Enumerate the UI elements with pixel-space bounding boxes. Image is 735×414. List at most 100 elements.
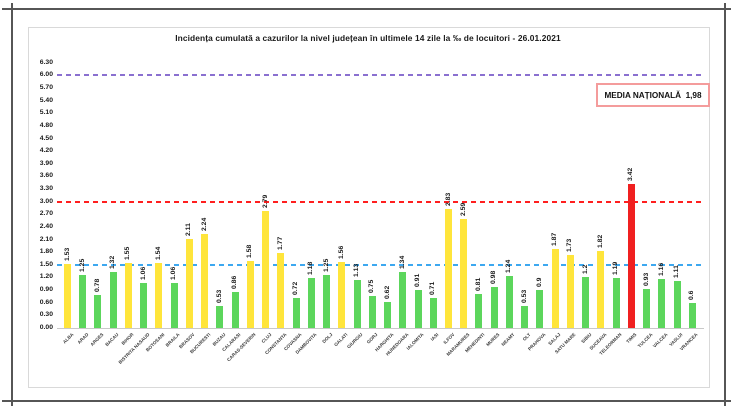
bar-value-label: 2.79 [261,194,269,208]
y-axis-tick-label: 1.20 [39,273,53,281]
bar-covasna [292,298,300,328]
bar-vrancea [688,303,696,328]
bar-botosani [155,263,163,328]
bar-olt [521,306,529,328]
page-border-top [2,8,731,10]
y-axis-tick-label: 2.40 [39,222,53,230]
bar-value-label: 1.18 [307,261,315,275]
y-axis-tick-label: 3.60 [39,172,53,180]
bar-value-label: 0.62 [383,285,391,299]
reference-line-threshold-6-00 [57,74,704,77]
bar-bacau [109,272,117,328]
bar-hunedoara [399,272,407,328]
bar-arges [94,295,102,328]
bar-value-label: 1.54 [154,246,162,260]
y-axis-tick-label: 4.80 [39,121,53,129]
bar-value-label: 0.53 [520,289,528,303]
bar-mehedinti [475,294,483,328]
y-axis-tick-label: 4.20 [39,147,53,155]
bar-value-label: 1.32 [109,255,117,269]
y-axis-tick-label: 0.30 [39,311,53,319]
bar-mures [490,287,498,328]
y-axis-tick-label: 3.90 [39,159,53,167]
bar-value-label: 1.25 [78,258,86,272]
bar-satu-mare [566,255,574,328]
bar-calarasi [231,292,239,328]
bar-caras-severin [246,261,254,328]
bar-value-label: 1.06 [170,266,178,280]
bar-buzau [216,306,224,328]
bar-value-label: 1.73 [566,238,574,252]
bar-value-label: 2.11 [185,223,193,236]
y-axis-tick-label: 1.80 [39,248,53,256]
bar-value-label: 0.98 [490,270,498,284]
bar-suceava [597,251,605,328]
bar-vaslui [673,281,681,328]
bar-value-label: 2.59 [459,202,467,216]
bar-bucuresti [201,234,209,328]
bar-value-label: 1.34 [398,255,406,269]
bar-bihor [124,263,132,328]
page-border-left [11,3,13,406]
bar-cluj [262,211,270,328]
y-axis-tick-label: 6.00 [39,71,53,79]
bar-value-label: 0.75 [368,279,376,293]
bar-ilfov [445,209,452,328]
bar-value-label: 1.24 [505,259,513,273]
bar-arad [79,275,87,328]
y-axis-tick-label: 6.30 [39,58,53,66]
bar-galati [338,262,346,328]
page-border-bottom [2,400,731,402]
bar-gorj [368,296,376,328]
bar-value-label: 1.13 [353,263,361,277]
y-axis-tick-label: 3.30 [39,185,53,193]
bar-value-label: 0.53 [215,289,223,303]
bar-brasov [185,239,193,328]
y-axis-tick-label: 0.90 [39,286,53,294]
y-axis-tick-label: 5.10 [39,109,53,117]
bar-value-label: 1.55 [124,246,132,260]
bar-valcea [658,279,666,328]
bar-value-label: 1.19 [612,261,620,275]
bar-prahova [536,290,544,328]
national-average-label: MEDIA NAȚIONALĂ 1,98 [604,90,702,100]
bar-value-label: 0.81 [474,277,482,291]
national-average-box: MEDIA NAȚIONALĂ 1,98 [596,83,710,107]
bar-value-label: 0.72 [292,281,300,295]
bar-salaj [551,249,559,328]
bar-value-label: 0.9 [535,277,543,287]
bar-value-label: 2.83 [444,192,452,206]
bar-iasi [429,298,437,328]
bar-constanta [277,253,285,328]
bar-value-label: 1.77 [276,236,284,250]
bar-giurgiu [353,280,361,328]
page-border-right [724,3,726,406]
bar-value-label: 1.11 [673,265,681,278]
y-axis-tick-label: 5.40 [39,96,53,104]
bar-bistrita-nasaud [140,283,148,328]
y-axis-tick-label: 1.50 [39,260,53,268]
bar-timis [627,184,635,328]
y-axis-tick-label: 2.10 [39,235,53,243]
bar-value-label: 0.71 [429,281,437,295]
bar-value-label: 1.82 [596,234,604,248]
bar-value-label: 0.6 [688,290,696,300]
bar-maramures [460,219,468,328]
bar-dolj [323,275,331,328]
bar-tulcea [643,289,651,328]
bar-value-label: 1.25 [322,258,330,272]
y-axis-tick-label: 3.00 [39,197,53,205]
y-axis-tick-label: 0.00 [39,324,53,331]
y-axis-tick-label: 5.70 [39,84,53,92]
bar-value-label: 1.56 [337,245,345,259]
bar-value-label: 1.53 [63,247,71,261]
y-axis-tick-label: 4.50 [39,134,53,142]
bar-dambovita [307,278,315,328]
bar-value-label: 0.86 [231,275,239,289]
bar-alba [64,264,71,328]
bar-value-label: 1.06 [139,266,147,280]
bar-neamt [505,276,513,328]
bar-value-label: 2.24 [200,217,208,231]
x-axis-line [57,328,704,329]
